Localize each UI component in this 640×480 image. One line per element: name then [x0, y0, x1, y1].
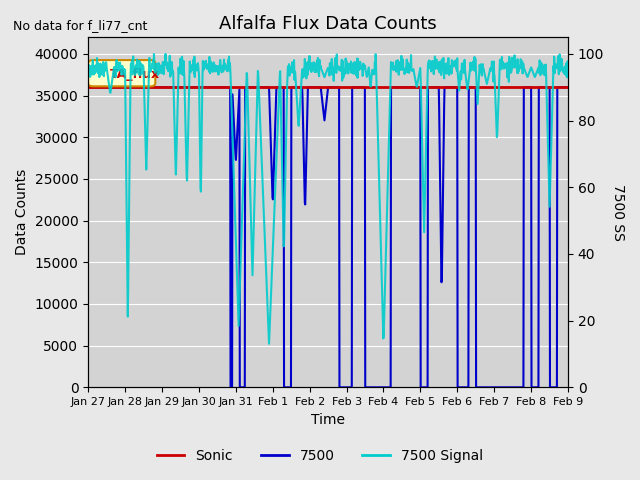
FancyBboxPatch shape [88, 60, 156, 86]
Y-axis label: 7500 SS: 7500 SS [611, 184, 625, 241]
Legend: Sonic, 7500, 7500 Signal: Sonic, 7500, 7500 Signal [151, 443, 489, 468]
Y-axis label: Data Counts: Data Counts [15, 169, 29, 255]
X-axis label: Time: Time [311, 413, 345, 427]
Title: Alfalfa Flux Data Counts: Alfalfa Flux Data Counts [220, 15, 437, 33]
Text: TA_flux: TA_flux [109, 68, 160, 81]
Text: No data for f_li77_cnt: No data for f_li77_cnt [13, 19, 147, 32]
